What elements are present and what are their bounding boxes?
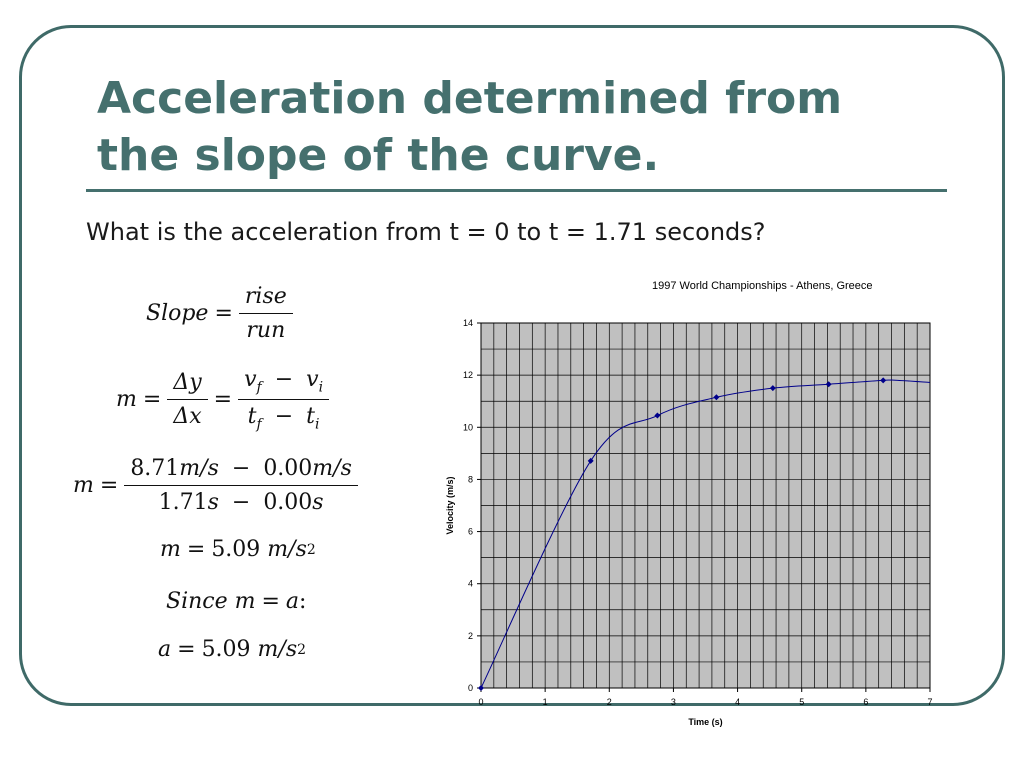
y-tick-label: 10 [463,422,473,432]
slide-frame [19,25,1005,706]
y-tick-label: 4 [468,579,473,589]
equation-acceleration-result: a = 5.09 m/s 2 [158,637,307,662]
slide-title: Acceleration determined from the slope o… [97,70,957,184]
data-point [880,377,887,384]
x-tick-label: 4 [735,697,740,707]
data-point [825,381,832,388]
x-tick-label: 5 [799,697,804,707]
y-axis-label: Velocity (m/s) [445,476,455,534]
title-line-2: the slope of the curve. [97,130,660,181]
y-tick-label: 0 [468,683,473,693]
data-point [769,385,776,392]
y-tick-label: 14 [463,318,473,328]
y-tick-label: 2 [468,631,473,641]
title-line-1: Acceleration determined from [97,73,843,124]
chart-svg: 1997 World Championships - Athens, Greec… [445,280,933,727]
title-underline [86,189,947,192]
x-tick-label: 2 [607,697,612,707]
question-text: What is the acceleration from t = 0 to t… [86,218,766,246]
x-tick-label: 3 [671,697,676,707]
x-tick-label: 1 [543,697,548,707]
plot-border [480,322,931,689]
data-point [654,412,661,419]
equation-slope-values: m = 8.71m/s − 0.00m/s 1.71s − 0.00s [73,456,358,515]
equation-slope-definition: m = Δy Δx = vf − vi tf − ti [116,367,330,433]
x-tick-label: 7 [927,697,932,707]
data-point [587,457,594,464]
velocity-series-line [480,379,931,689]
x-axis-label: Time (s) [688,717,722,727]
equation-slope-result: m = 5.09 m/s 2 [160,537,316,562]
x-tick-label: 0 [478,697,483,707]
y-tick-label: 8 [468,474,473,484]
data-point [713,394,720,401]
data-point [478,685,484,691]
equation-since: Since m = a: [166,589,307,614]
equation-slope: Slope = rise run [146,284,293,343]
x-tick-label: 6 [863,697,868,707]
chart-title: 1997 World Championships - Athens, Greec… [652,280,873,292]
y-tick-label: 6 [468,527,473,537]
y-tick-label: 12 [463,370,473,380]
velocity-time-chart: 1997 World Championships - Athens, Greec… [430,270,950,740]
